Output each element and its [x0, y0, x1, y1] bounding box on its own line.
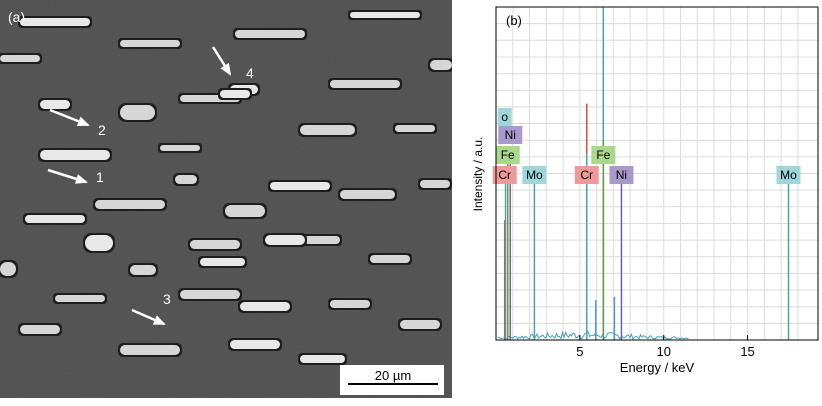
- precipitate: [85, 235, 113, 251]
- precipitate: [230, 340, 280, 349]
- precipitate: [175, 175, 197, 184]
- spectrum-peaks: [503, 7, 790, 340]
- precipitate: [180, 290, 240, 299]
- sem-micrograph: (a) 1 2 3 4 20 µm: [0, 0, 454, 398]
- element-label-fe: Fe: [591, 146, 616, 164]
- precipitate: [200, 258, 245, 266]
- chart-background: [462, 0, 822, 401]
- edx-spectrum-panel: Mo Cr Fe Ni Mo Cr Fe Ni o 5 10 15 (b) Energy / keV…: [462, 0, 822, 401]
- arrow-layer: [47, 46, 232, 326]
- svg-text:Mo: Mo: [780, 168, 797, 182]
- marker-label-1: 1: [96, 169, 104, 185]
- precipitate: [120, 345, 180, 355]
- x-tick-label: 5: [576, 344, 583, 359]
- element-label-cr: Cr: [492, 166, 517, 184]
- precipitate: [20, 325, 60, 334]
- svg-text:Ni: Ni: [505, 128, 516, 142]
- element-label-fe: Fe: [495, 146, 520, 164]
- precipitate: [0, 262, 16, 276]
- precipitate: [420, 180, 450, 188]
- arrow-3: [131, 308, 166, 326]
- svg-text:Fe: Fe: [501, 148, 515, 162]
- element-label-cr: Cr: [574, 166, 599, 184]
- svg-text:Cr: Cr: [498, 168, 511, 182]
- element-label-mo: Mo: [522, 166, 547, 184]
- precipitate: [120, 40, 180, 47]
- precipitate: [330, 300, 370, 308]
- precipitate: [340, 190, 395, 199]
- svg-text:Ni: Ni: [616, 168, 627, 182]
- x-tick-label: 10: [656, 344, 670, 359]
- precipitate: [25, 215, 85, 223]
- x-axis-label: Energy / keV: [620, 360, 695, 375]
- precipitate-layer: [0, 10, 454, 365]
- precipitate: [400, 320, 440, 329]
- marker-label-3: 3: [163, 291, 171, 307]
- precipitate: [120, 105, 155, 120]
- precipitate: [160, 145, 200, 151]
- sem-micrograph-panel: (a) 1 2 3 4 20 µm: [0, 0, 454, 398]
- precipitate: [430, 60, 452, 70]
- svg-text:Mo: Mo: [526, 168, 543, 182]
- precipitate: [190, 240, 240, 249]
- precipitate: [300, 355, 345, 363]
- precipitate: [300, 125, 355, 135]
- precipitate: [235, 30, 305, 38]
- scale-bar-label: 20 µm: [375, 368, 411, 383]
- marker-label-2: 2: [98, 122, 106, 138]
- precipitate: [240, 302, 290, 311]
- precipitate: [270, 182, 330, 190]
- precipitate: [395, 125, 435, 132]
- precipitate: [225, 205, 265, 217]
- precipitate: [220, 90, 250, 98]
- panel-a-label: (a): [8, 9, 25, 25]
- svg-text:Fe: Fe: [596, 148, 610, 162]
- arrow-1: [47, 168, 88, 184]
- spectrum-baseline: [497, 330, 689, 340]
- marker-label-4: 4: [246, 65, 254, 81]
- panel-b-label: (b): [506, 13, 522, 28]
- precipitate: [350, 12, 420, 18]
- precipitate: [265, 235, 305, 245]
- precipitate: [130, 265, 156, 275]
- element-label-o: o: [497, 108, 512, 126]
- x-tick-label: 15: [740, 344, 754, 359]
- chart-grid: [496, 7, 818, 340]
- plot-frame: [495, 6, 819, 341]
- precipitate: [95, 200, 165, 209]
- svg-text:o: o: [501, 110, 508, 124]
- element-label-ni: Ni: [498, 126, 523, 144]
- precipitate: [330, 80, 400, 88]
- precipitate: [370, 255, 410, 263]
- precipitate: [55, 295, 105, 302]
- svg-text:Cr: Cr: [580, 168, 593, 182]
- baseline-noise: [497, 330, 689, 340]
- precipitate: [0, 55, 40, 62]
- element-label-ni: Ni: [609, 166, 634, 184]
- precipitate: [20, 18, 90, 26]
- precipitate: [300, 236, 340, 244]
- arrow-4: [211, 46, 232, 76]
- scale-bar-box: [340, 365, 444, 395]
- arrow-2: [49, 108, 90, 127]
- x-axis-ticks: 5 10 15: [576, 335, 755, 359]
- y-axis-label: Intensity / a.u.: [471, 137, 485, 212]
- element-label-mo: Mo: [776, 166, 801, 184]
- precipitate: [40, 100, 70, 109]
- precipitate: [40, 150, 110, 160]
